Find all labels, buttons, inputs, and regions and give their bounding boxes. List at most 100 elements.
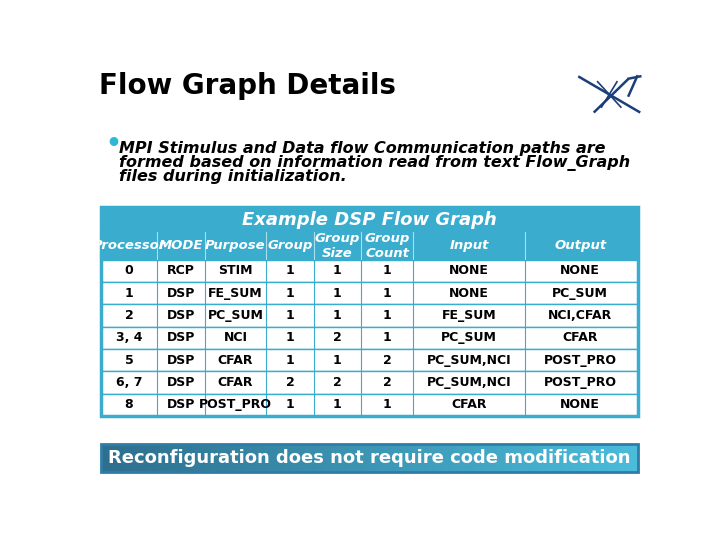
Bar xyxy=(222,444,225,472)
Bar xyxy=(130,444,133,472)
Bar xyxy=(300,444,302,472)
Bar xyxy=(211,444,214,472)
Bar xyxy=(501,444,504,472)
Text: DSP: DSP xyxy=(167,331,195,345)
Text: 1: 1 xyxy=(333,287,341,300)
Bar xyxy=(590,444,593,472)
Bar xyxy=(313,444,316,472)
Bar xyxy=(495,444,499,472)
Text: Input: Input xyxy=(449,239,489,252)
Bar xyxy=(534,444,536,472)
Bar xyxy=(214,444,217,472)
Bar xyxy=(493,444,496,472)
Bar xyxy=(528,444,531,472)
Bar xyxy=(179,444,181,472)
Bar xyxy=(152,444,155,472)
Bar xyxy=(186,444,190,472)
Bar xyxy=(243,444,246,472)
Bar xyxy=(101,207,638,232)
Bar xyxy=(428,444,431,472)
Text: 2: 2 xyxy=(333,376,341,389)
Bar xyxy=(635,444,639,472)
Bar xyxy=(498,444,501,472)
Bar xyxy=(267,444,271,472)
Bar xyxy=(138,444,142,472)
Bar xyxy=(340,444,343,472)
Text: Reconfiguration does not require code modification: Reconfiguration does not require code mo… xyxy=(108,449,631,467)
Bar xyxy=(549,444,552,472)
Bar xyxy=(335,444,338,472)
Bar xyxy=(434,444,437,472)
Bar xyxy=(464,444,467,472)
Bar xyxy=(104,444,107,472)
Bar xyxy=(364,444,367,472)
Bar xyxy=(281,444,284,472)
Text: 6, 7: 6, 7 xyxy=(116,376,143,389)
Text: Group: Group xyxy=(267,239,312,252)
Bar xyxy=(136,444,139,472)
Bar xyxy=(598,444,600,472)
Text: MPI Stimulus and Data flow Communication paths are: MPI Stimulus and Data flow Communication… xyxy=(119,141,606,156)
Text: CFAR: CFAR xyxy=(562,331,598,345)
Text: 2: 2 xyxy=(286,376,294,389)
Text: 1: 1 xyxy=(333,309,341,322)
Bar xyxy=(539,444,541,472)
Bar xyxy=(359,444,361,472)
Bar xyxy=(302,444,305,472)
Bar xyxy=(458,444,461,472)
Text: Purpose: Purpose xyxy=(205,239,266,252)
Bar xyxy=(633,444,636,472)
Bar xyxy=(514,444,518,472)
Text: 5: 5 xyxy=(125,354,133,367)
Text: 1: 1 xyxy=(383,264,392,277)
Bar xyxy=(388,444,391,472)
Text: Group
Size: Group Size xyxy=(315,232,360,260)
Bar xyxy=(606,444,609,472)
Text: NONE: NONE xyxy=(449,264,489,277)
Bar xyxy=(541,444,544,472)
Bar xyxy=(616,444,619,472)
Bar xyxy=(101,394,638,416)
Text: 1: 1 xyxy=(286,264,294,277)
Bar xyxy=(366,444,370,472)
Bar xyxy=(377,444,380,472)
Bar xyxy=(248,444,251,472)
Bar xyxy=(208,444,212,472)
Bar xyxy=(361,444,364,472)
Text: FE_SUM: FE_SUM xyxy=(441,309,496,322)
Bar xyxy=(343,444,346,472)
Bar xyxy=(504,444,507,472)
Bar xyxy=(383,444,386,472)
Bar xyxy=(292,444,294,472)
Bar xyxy=(235,444,238,472)
Bar xyxy=(318,444,321,472)
Bar xyxy=(531,444,534,472)
Text: 1: 1 xyxy=(286,331,294,345)
Bar xyxy=(348,444,351,472)
Bar xyxy=(565,444,569,472)
Bar xyxy=(307,444,311,472)
Bar xyxy=(168,444,171,472)
Bar xyxy=(413,444,415,472)
Text: PC_SUM: PC_SUM xyxy=(441,331,497,345)
Bar xyxy=(560,444,563,472)
Bar xyxy=(107,444,109,472)
Bar xyxy=(146,444,150,472)
Bar xyxy=(351,444,354,472)
Bar xyxy=(472,444,474,472)
Bar xyxy=(447,444,450,472)
Text: 1: 1 xyxy=(333,264,341,277)
Bar xyxy=(396,444,400,472)
Bar xyxy=(613,444,617,472)
Text: PC_SUM,NCI: PC_SUM,NCI xyxy=(427,376,511,389)
Bar xyxy=(466,444,469,472)
Bar xyxy=(557,444,560,472)
Bar xyxy=(374,444,378,472)
Text: NCI: NCI xyxy=(223,331,248,345)
Bar xyxy=(595,444,598,472)
Bar xyxy=(517,444,520,472)
Bar xyxy=(246,444,249,472)
Bar xyxy=(420,444,423,472)
Bar xyxy=(455,444,459,472)
Bar xyxy=(480,444,482,472)
